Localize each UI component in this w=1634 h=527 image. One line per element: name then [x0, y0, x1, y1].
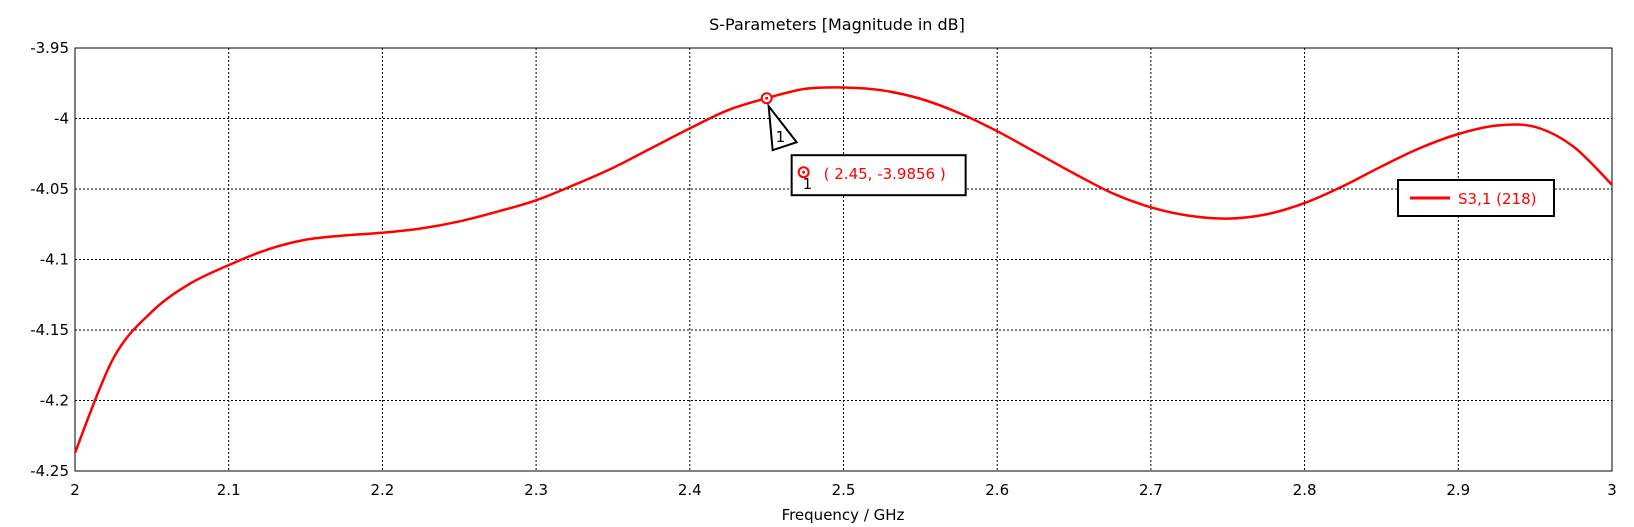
series-line-s31 [73, 86, 1613, 454]
x-tick-label: 2 [70, 481, 80, 499]
plot-frame [74, 47, 1613, 472]
grid-lines [75, 48, 1612, 471]
y-axis-ticks: -3.95 -4 -4.05 -4.1 -4.15 -4.2 -4.25 [30, 39, 69, 480]
y-tick-label: -3.95 [30, 39, 69, 57]
marker-point-center [765, 96, 769, 100]
marker-readout-icon-center [802, 170, 806, 174]
series-group [73, 86, 1613, 454]
x-tick-label: 2.2 [370, 481, 394, 499]
x-tick-label: 2.4 [678, 481, 702, 499]
y-tick-label: -4.1 [40, 251, 69, 269]
y-tick-label: -4.05 [30, 180, 69, 198]
marker-readout-value: ( 2.45, -3.9856 ) [824, 165, 946, 183]
y-tick-label: -4.25 [30, 462, 69, 480]
marker-pointer-triangle [767, 102, 799, 152]
marker-readout-id: 1 [803, 175, 813, 193]
x-tick-label: 2.5 [832, 481, 856, 499]
x-tick-label: 2.3 [524, 481, 548, 499]
y-tick-label: -4.2 [40, 392, 69, 410]
chart-title: S-Parameters [Magnitude in dB] [709, 15, 965, 34]
x-tick-label: 2.1 [217, 481, 241, 499]
x-axis-label: Frequency / GHz [782, 506, 905, 524]
x-axis-ticks: 2 2.1 2.2 2.3 2.4 2.5 2.6 2.7 2.8 2.9 3 [70, 481, 1617, 499]
x-tick-label: 2.6 [985, 481, 1009, 499]
y-tick-label: -4.15 [30, 321, 69, 339]
x-tick-label: 2.9 [1446, 481, 1470, 499]
legend[interactable]: S3,1 (218) [1397, 179, 1555, 217]
x-tick-label: 2.7 [1139, 481, 1163, 499]
x-tick-label: 2.8 [1293, 481, 1317, 499]
legend-entry-label: S3,1 (218) [1458, 190, 1536, 208]
y-tick-label: -4 [54, 110, 69, 128]
marker-id-label: 1 [776, 128, 786, 146]
marker-readout-box[interactable] [790, 154, 967, 197]
x-tick-label: 3 [1607, 481, 1617, 499]
marker-layer: 1 1 ( 2.45, -3.9856 ) [760, 92, 967, 197]
